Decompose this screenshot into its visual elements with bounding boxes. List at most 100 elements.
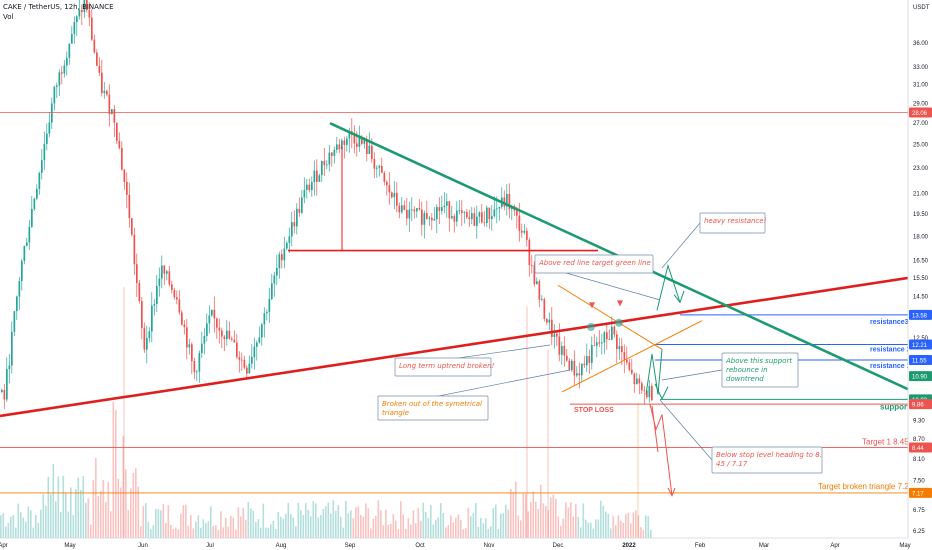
volume-bar (227, 526, 230, 538)
volume-bar (342, 527, 345, 538)
candle-body (116, 122, 118, 141)
candle-body (553, 333, 556, 337)
candle-body (21, 260, 23, 282)
price-tag-label: 13.58 (912, 313, 928, 319)
volume-bar (370, 528, 372, 538)
candle-body (278, 254, 281, 269)
candle-body (473, 213, 476, 226)
candle-body (456, 210, 458, 222)
volume-label: Vol (3, 13, 14, 21)
candle-body (363, 140, 366, 144)
volume-bar (182, 505, 185, 538)
volume-bar (147, 522, 150, 538)
candle-body (228, 330, 231, 339)
volume-bar (245, 519, 247, 538)
price-axis[interactable]: USDT 36.00 33.00 31.00 29.00 27.00 25.00 23.00 2… (907, 0, 932, 550)
candle-body (196, 371, 198, 373)
volume-bar (472, 513, 475, 538)
volume-bar (60, 512, 62, 538)
volume-bar (210, 506, 212, 538)
volume-bar (412, 510, 415, 538)
time-tick: Nov (484, 543, 495, 549)
candle-body (361, 138, 363, 144)
volume-bar (487, 529, 490, 538)
candle-body (348, 131, 351, 139)
volume-bar (627, 512, 630, 538)
candle-body (36, 188, 38, 199)
volume-bar (70, 487, 72, 538)
candle-body (81, 9, 83, 12)
volume-bar (27, 506, 30, 538)
volume-bar (130, 488, 132, 538)
candle-body (493, 209, 496, 217)
volume-bar (567, 507, 570, 538)
volume-bar (560, 525, 562, 538)
volume-bar (482, 523, 485, 538)
price-tick: 21.00 (913, 191, 929, 197)
candle-body (408, 209, 411, 219)
resistance3-label: resistance3 (870, 319, 909, 326)
candle-body (341, 140, 343, 150)
candle-body (548, 319, 551, 323)
candle-body (463, 212, 466, 213)
candle-body (543, 299, 546, 319)
volume-bar (452, 522, 455, 538)
candle-body (598, 342, 601, 344)
candle-body (71, 33, 73, 44)
above-red-line-note-box (534, 254, 654, 274)
candle-body (631, 369, 633, 374)
volume-bar (592, 528, 595, 538)
candle-body (648, 385, 651, 398)
volume-bar (162, 503, 165, 538)
candle-body (283, 248, 286, 261)
candle-body (531, 264, 533, 266)
candle-body (63, 65, 66, 74)
support-rebound-note-text: downtrend (726, 375, 764, 383)
time-axis[interactable]: Apr May Jun Jul Aug Sep Oct Nov Dec 2022 Feb Mar Apr… (0, 537, 911, 549)
target1-label: Target 1 8.45 (862, 437, 909, 446)
rebound-arrow (645, 349, 663, 395)
volume-bar (305, 502, 307, 538)
volume-bar (57, 476, 60, 538)
candle-body (378, 165, 381, 168)
volume-bar (587, 522, 590, 538)
volume-bar (122, 436, 125, 538)
candle-body (381, 165, 383, 173)
volume-bar (275, 529, 277, 538)
candle-body (203, 336, 206, 344)
candle-body (226, 330, 228, 339)
candle-body (478, 212, 481, 217)
candle-body (613, 326, 616, 335)
volume-bar (425, 512, 427, 538)
price-tag (909, 354, 932, 365)
volume-bar (285, 513, 287, 538)
candle-body (426, 213, 428, 219)
candle-body (308, 184, 311, 191)
time-tick: Apr (0, 543, 8, 549)
volume-bar (50, 494, 52, 538)
volume-bar (175, 527, 177, 538)
below-stop-note-box (711, 446, 823, 474)
volume-bar (240, 516, 242, 538)
volume-bar (562, 518, 565, 538)
candle-body (273, 275, 276, 284)
volume-bar (380, 510, 382, 538)
candle-body (433, 219, 436, 221)
annotation-leader (659, 399, 713, 461)
candle-body (643, 390, 646, 392)
candle-body (373, 159, 376, 169)
candle-body (61, 72, 63, 74)
volume-bar (585, 519, 587, 538)
volume-bar (117, 478, 120, 538)
volume-bar (310, 516, 312, 538)
volume-bar (615, 525, 617, 538)
candle-body (301, 197, 303, 213)
volume-bar (502, 513, 505, 538)
volume-bar (270, 524, 272, 538)
volume-bar (582, 503, 585, 538)
volume-bar (420, 520, 422, 538)
volume-bar (345, 500, 347, 538)
candle-body (183, 324, 186, 328)
candle-body (483, 222, 486, 224)
